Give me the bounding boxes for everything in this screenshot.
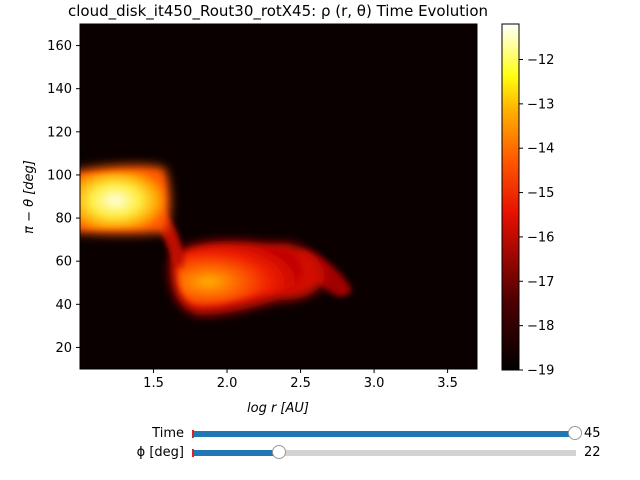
phi-slider-label: ϕ [deg] [136, 445, 184, 460]
phi-slider-value: 22 [584, 445, 601, 460]
phi-slider-fill [192, 450, 281, 456]
disk-structure [177, 246, 302, 306]
colorbar-tick-label: −18 [527, 319, 554, 334]
time-slider[interactable] [192, 426, 582, 440]
phi-slider[interactable] [192, 445, 576, 459]
y-axis: 20 40 60 80 100 120 140 160 [47, 39, 80, 356]
y-tick-label: 140 [47, 82, 72, 97]
plot-frame [79, 23, 478, 370]
colorbar-tick-label: −16 [527, 230, 554, 245]
colorbar-tick-label: −17 [527, 275, 554, 290]
colorbar [501, 23, 520, 371]
time-slider-initial-marker [192, 430, 194, 438]
y-axis-label: π − θ [deg] [22, 160, 37, 234]
density-map [80, 165, 352, 315]
y-tick-label: 80 [55, 212, 72, 227]
phi-slider-initial-marker [192, 449, 194, 457]
colorbar-tick-label: −15 [527, 186, 554, 201]
y-tick-label: 160 [47, 39, 72, 54]
y-tick-label: 20 [55, 341, 72, 356]
dense-clump [80, 171, 165, 229]
colorbar-tick-label: −13 [527, 97, 554, 112]
x-tick-label: 3.5 [437, 376, 458, 391]
time-slider-handle[interactable] [568, 426, 582, 440]
colorbar-axis: −12 −13 −14 −15 −16 −17 −18 −19 [519, 53, 554, 379]
x-axis: 1.5 2.0 2.5 3.0 3.5 [143, 369, 458, 391]
colorbar-tick-label: −12 [527, 53, 554, 68]
time-slider-value: 45 [584, 426, 601, 441]
x-tick-label: 2.5 [290, 376, 311, 391]
x-tick-label: 2.0 [217, 376, 238, 391]
colorbar-tick-label: −19 [527, 364, 554, 379]
x-tick-label: 1.5 [143, 376, 164, 391]
time-slider-label: Time [152, 426, 184, 441]
y-tick-label: 60 [55, 255, 72, 270]
y-tick-label: 40 [55, 298, 72, 313]
x-tick-label: 3.0 [364, 376, 385, 391]
colorbar-tick-label: −14 [527, 142, 554, 157]
time-slider-fill [192, 431, 576, 437]
x-axis-label: log r [AU] [247, 401, 309, 416]
chart-title: cloud_disk_it450_Rout30_rotX45: ρ (r, θ)… [68, 2, 488, 21]
phi-slider-handle[interactable] [272, 445, 287, 459]
y-tick-label: 100 [47, 168, 72, 183]
y-tick-label: 120 [47, 125, 72, 140]
